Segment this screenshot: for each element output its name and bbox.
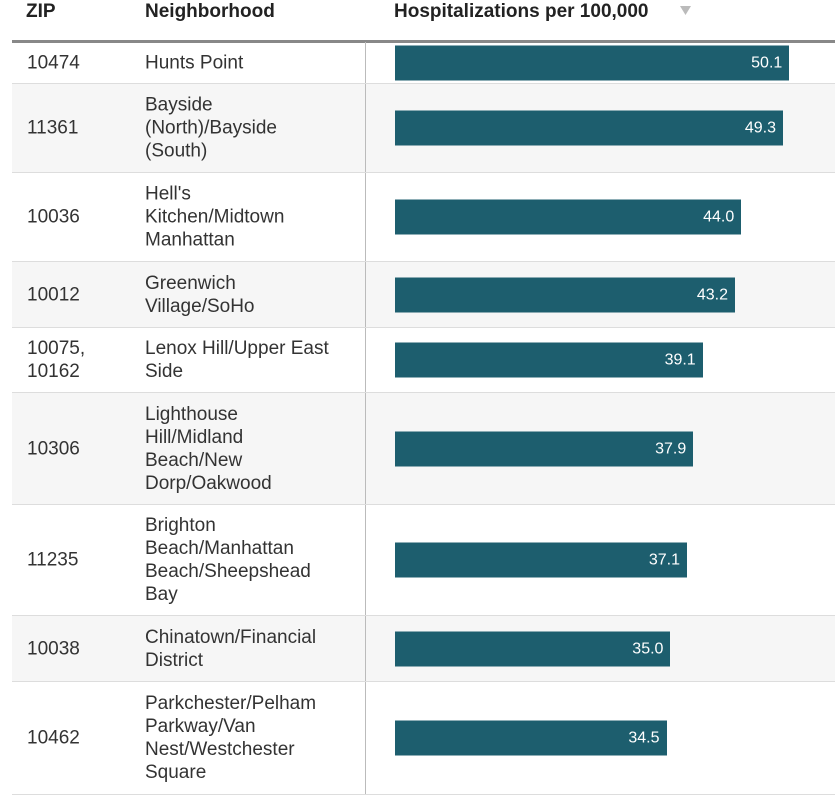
column-divider <box>365 393 366 504</box>
value-label: 50.1 <box>751 54 783 71</box>
zip-cell: 10462 <box>27 727 80 749</box>
column-divider <box>365 328 366 392</box>
zip-cell: 10474 <box>27 52 80 73</box>
value-label: 39.1 <box>664 351 696 369</box>
zip-cell: 10012 <box>27 284 80 305</box>
column-divider <box>365 616 366 681</box>
value-label: 44.0 <box>703 208 735 226</box>
table-header: ZIP Neighborhood Hospitalizations per 10… <box>12 0 835 43</box>
neighborhood-cell: Chinatown/Financial District <box>145 626 317 671</box>
column-header[interactable]: Neighborhood <box>145 1 275 22</box>
page: ZIP Neighborhood Hospitalizations per 10… <box>12 0 835 795</box>
zip-cell: 11361 <box>27 117 79 139</box>
zip-cell: 10036 <box>27 206 80 228</box>
table-row: 11235 Brighton Beach/Manhattan Beach/Shee… <box>12 505 835 616</box>
sort-indicator[interactable] <box>680 6 692 16</box>
neighborhood-cell: Hell's Kitchen/Midtown Manhattan <box>145 183 285 251</box>
column-divider <box>365 682 366 794</box>
neighborhood-cell: Parkchester/Pelham Parkway/Van Nest/West… <box>145 693 317 783</box>
zip-cell: 10038 <box>27 638 80 659</box>
bar: 49.3 <box>395 110 783 146</box>
table-row: 10462 Parkchester/Pelham Parkway/Van Nest… <box>12 682 835 795</box>
zip-cell: 10306 <box>27 438 80 459</box>
table-row: 10306 Lighthouse Hill/Midland Beach/New D… <box>12 393 835 505</box>
column-divider <box>365 42 366 83</box>
bar: 44.0 <box>395 199 742 235</box>
table-row: 11361 Bayside (North)/Bayside (South) 49.3 <box>12 84 835 173</box>
bar: 43.2 <box>395 277 735 312</box>
table-row: 10036 Hell's Kitchen/Midtown Manhattan 44.… <box>12 173 835 262</box>
column-divider <box>365 84 366 172</box>
value-label: 37.9 <box>655 440 687 457</box>
column-divider <box>365 173 366 261</box>
neighborhood-cell: Hunts Point <box>145 52 244 73</box>
neighborhood-cell: Lenox Hill/Upper East Side <box>145 338 329 382</box>
neighborhood-cell: Brighton Beach/Manhattan Beach/Sheepshea… <box>145 515 311 605</box>
table-body: 10474 Hunts Point 50.1 11361 Bayside (North)… <box>12 42 835 795</box>
zip-cell: 10075, 10162 <box>27 338 86 382</box>
column-divider <box>365 505 366 615</box>
bar: 35.0 <box>395 631 671 666</box>
value-label: 49.3 <box>744 119 776 137</box>
table-row: 10038 Chinatown/Financial District 35.0 <box>12 616 835 682</box>
bar: 37.1 <box>395 542 687 578</box>
bar: 39.1 <box>395 342 703 378</box>
neighborhood-cell: Lighthouse Hill/Midland Beach/New Dorp/O… <box>145 403 272 494</box>
value-label: 34.5 <box>628 729 660 747</box>
neighborhood-cell: Greenwich Village/SoHo <box>145 272 255 317</box>
column-divider <box>365 262 366 327</box>
column-header[interactable]: Hospitalizations per 100,000 <box>394 1 649 22</box>
value-label: 37.1 <box>648 551 680 569</box>
bar: 50.1 <box>395 45 790 80</box>
column-header[interactable]: ZIP <box>26 1 56 22</box>
zip-cell: 11235 <box>27 549 79 571</box>
neighborhood-cell: Bayside (North)/Bayside (South) <box>145 94 277 162</box>
bar: 34.5 <box>395 720 667 756</box>
value-label: 43.2 <box>696 286 728 303</box>
bar: 37.9 <box>395 431 694 466</box>
table-row: 10012 Greenwich Village/SoHo 43.2 <box>12 262 835 328</box>
table-row: 10474 Hunts Point 50.1 <box>12 42 835 84</box>
table-row: 10075, 10162 Lenox Hill/Upper East Side 39… <box>12 328 835 393</box>
value-label: 35.0 <box>632 640 664 657</box>
